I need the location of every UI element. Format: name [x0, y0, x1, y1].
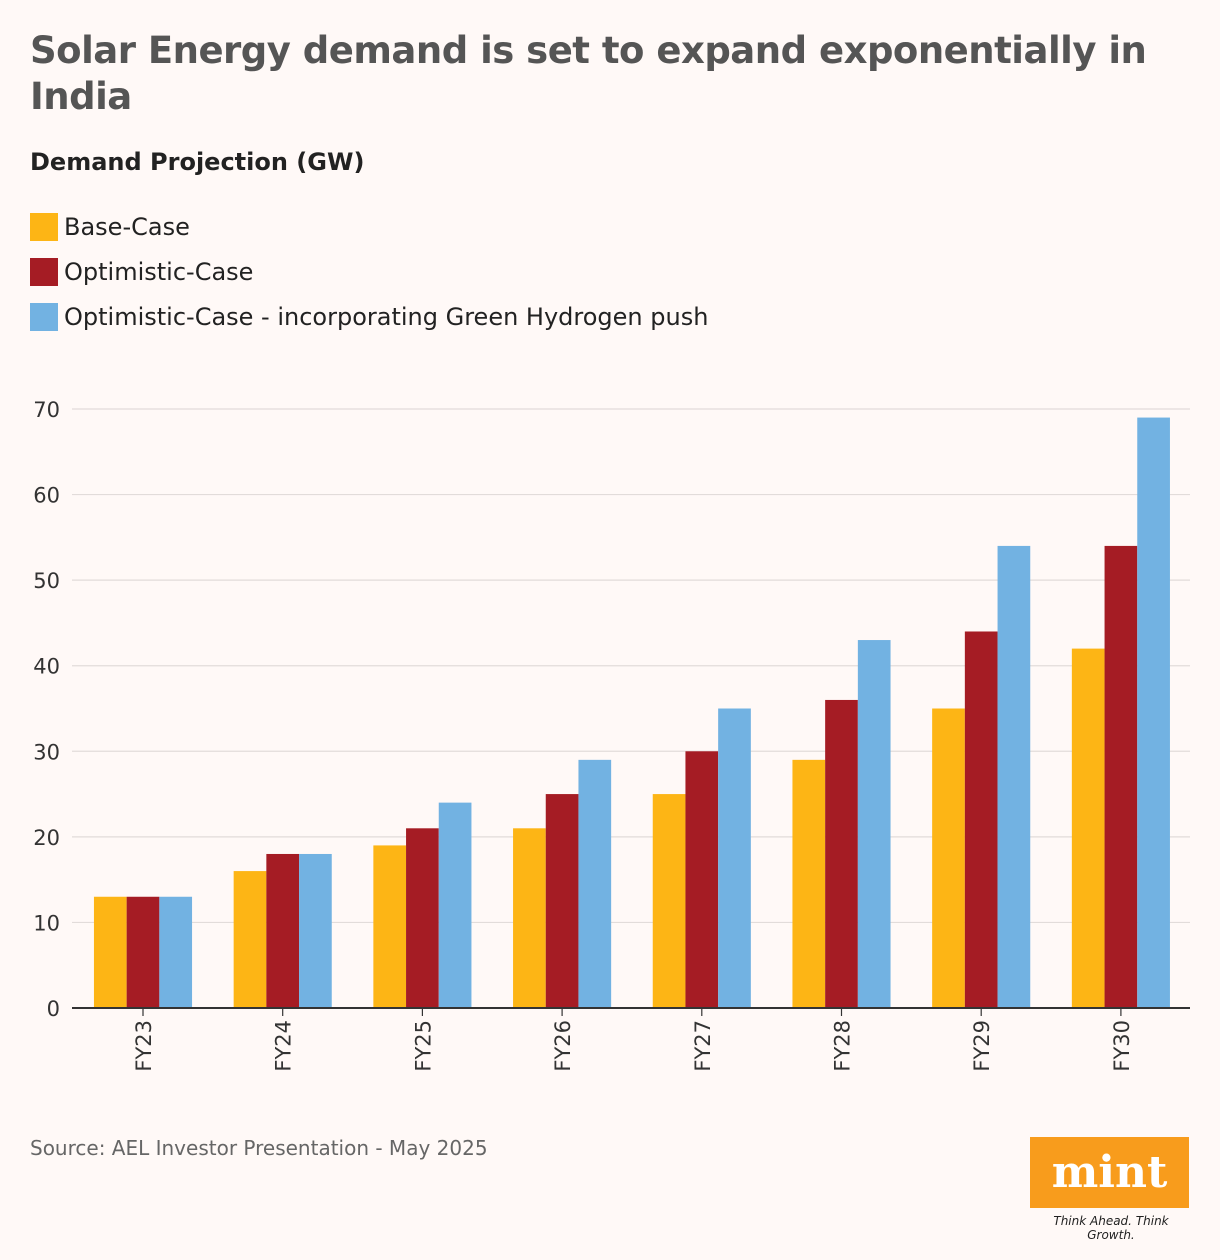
legend-label: Base-Case — [64, 212, 190, 241]
bar-fy24-0 — [233, 871, 267, 1008]
x-tick-label: FY24 — [272, 1020, 296, 1072]
x-tick-label: FY26 — [551, 1020, 575, 1072]
y-tick-label: 30 — [33, 740, 60, 764]
legend-label: Optimistic-Case — [64, 257, 254, 286]
bar-fy27-1 — [685, 751, 719, 1008]
y-tick-label: 70 — [33, 398, 60, 422]
legend-swatch-optimistic — [30, 257, 58, 286]
bar-fy27-2 — [718, 708, 751, 1008]
y-tick-label: 0 — [47, 997, 60, 1021]
bar-fy23-0 — [93, 896, 127, 1008]
y-tick-label: 50 — [33, 569, 60, 593]
bar-fy28-2 — [857, 640, 891, 1008]
bar-fy23-2 — [159, 896, 193, 1008]
logo-tagline: Think Ahead. Think Growth. — [1053, 1214, 1169, 1242]
bar-fy28-1 — [825, 699, 858, 1008]
y-tick-label: 40 — [33, 655, 60, 679]
legend: Base-Case Optimistic-Case Optimistic-Cas… — [30, 204, 708, 339]
legend-swatch-hydrogen — [30, 302, 58, 331]
legend-label: Optimistic-Case - incorporating Green Hy… — [64, 302, 709, 331]
bar-fy29-1 — [964, 631, 998, 1008]
legend-item-base: Base-Case — [30, 204, 708, 249]
x-tick-label: FY29 — [970, 1020, 994, 1072]
x-tick-label: FY27 — [691, 1020, 715, 1072]
bar-fy25-2 — [438, 802, 472, 1008]
bar-fy27-0 — [652, 794, 686, 1008]
y-tick-label: 60 — [33, 484, 60, 508]
y-tick-label: 20 — [33, 826, 60, 850]
bar-fy26-1 — [545, 794, 579, 1008]
legend-item-hydrogen: Optimistic-Case - incorporating Green Hy… — [30, 294, 708, 339]
legend-item-optimistic: Optimistic-Case — [30, 249, 708, 294]
x-tick-label: FY23 — [132, 1020, 156, 1072]
bar-fy29-0 — [932, 708, 965, 1008]
legend-swatch-base — [30, 212, 58, 241]
bar-fy26-0 — [513, 828, 546, 1008]
chart-title: Solar Energy demand is set to expand exp… — [30, 29, 1147, 118]
bar-fy30-2 — [1137, 417, 1170, 1008]
source-note: Source: AEL Investor Presentation - May … — [30, 1136, 488, 1160]
bar-fy28-0 — [792, 759, 826, 1008]
bar-fy23-1 — [126, 896, 160, 1008]
x-tick-label: FY25 — [411, 1020, 435, 1072]
bar-fy26-2 — [578, 759, 612, 1008]
chart-subtitle: Demand Projection (GW) — [30, 148, 365, 176]
bar-fy25-1 — [406, 828, 439, 1008]
x-tick-label: FY28 — [831, 1020, 855, 1072]
logo-text: mint — [1051, 1147, 1168, 1198]
y-tick-label: 10 — [33, 911, 60, 935]
bar-fy24-1 — [266, 853, 300, 1008]
bar-fy30-1 — [1104, 545, 1138, 1008]
x-tick-label: FY30 — [1110, 1020, 1134, 1072]
bar-fy24-2 — [299, 853, 332, 1008]
bar-fy30-0 — [1071, 648, 1105, 1008]
mint-logo: mint — [1030, 1137, 1189, 1208]
bar-fy29-2 — [997, 545, 1031, 1008]
bar-fy25-0 — [373, 845, 407, 1008]
